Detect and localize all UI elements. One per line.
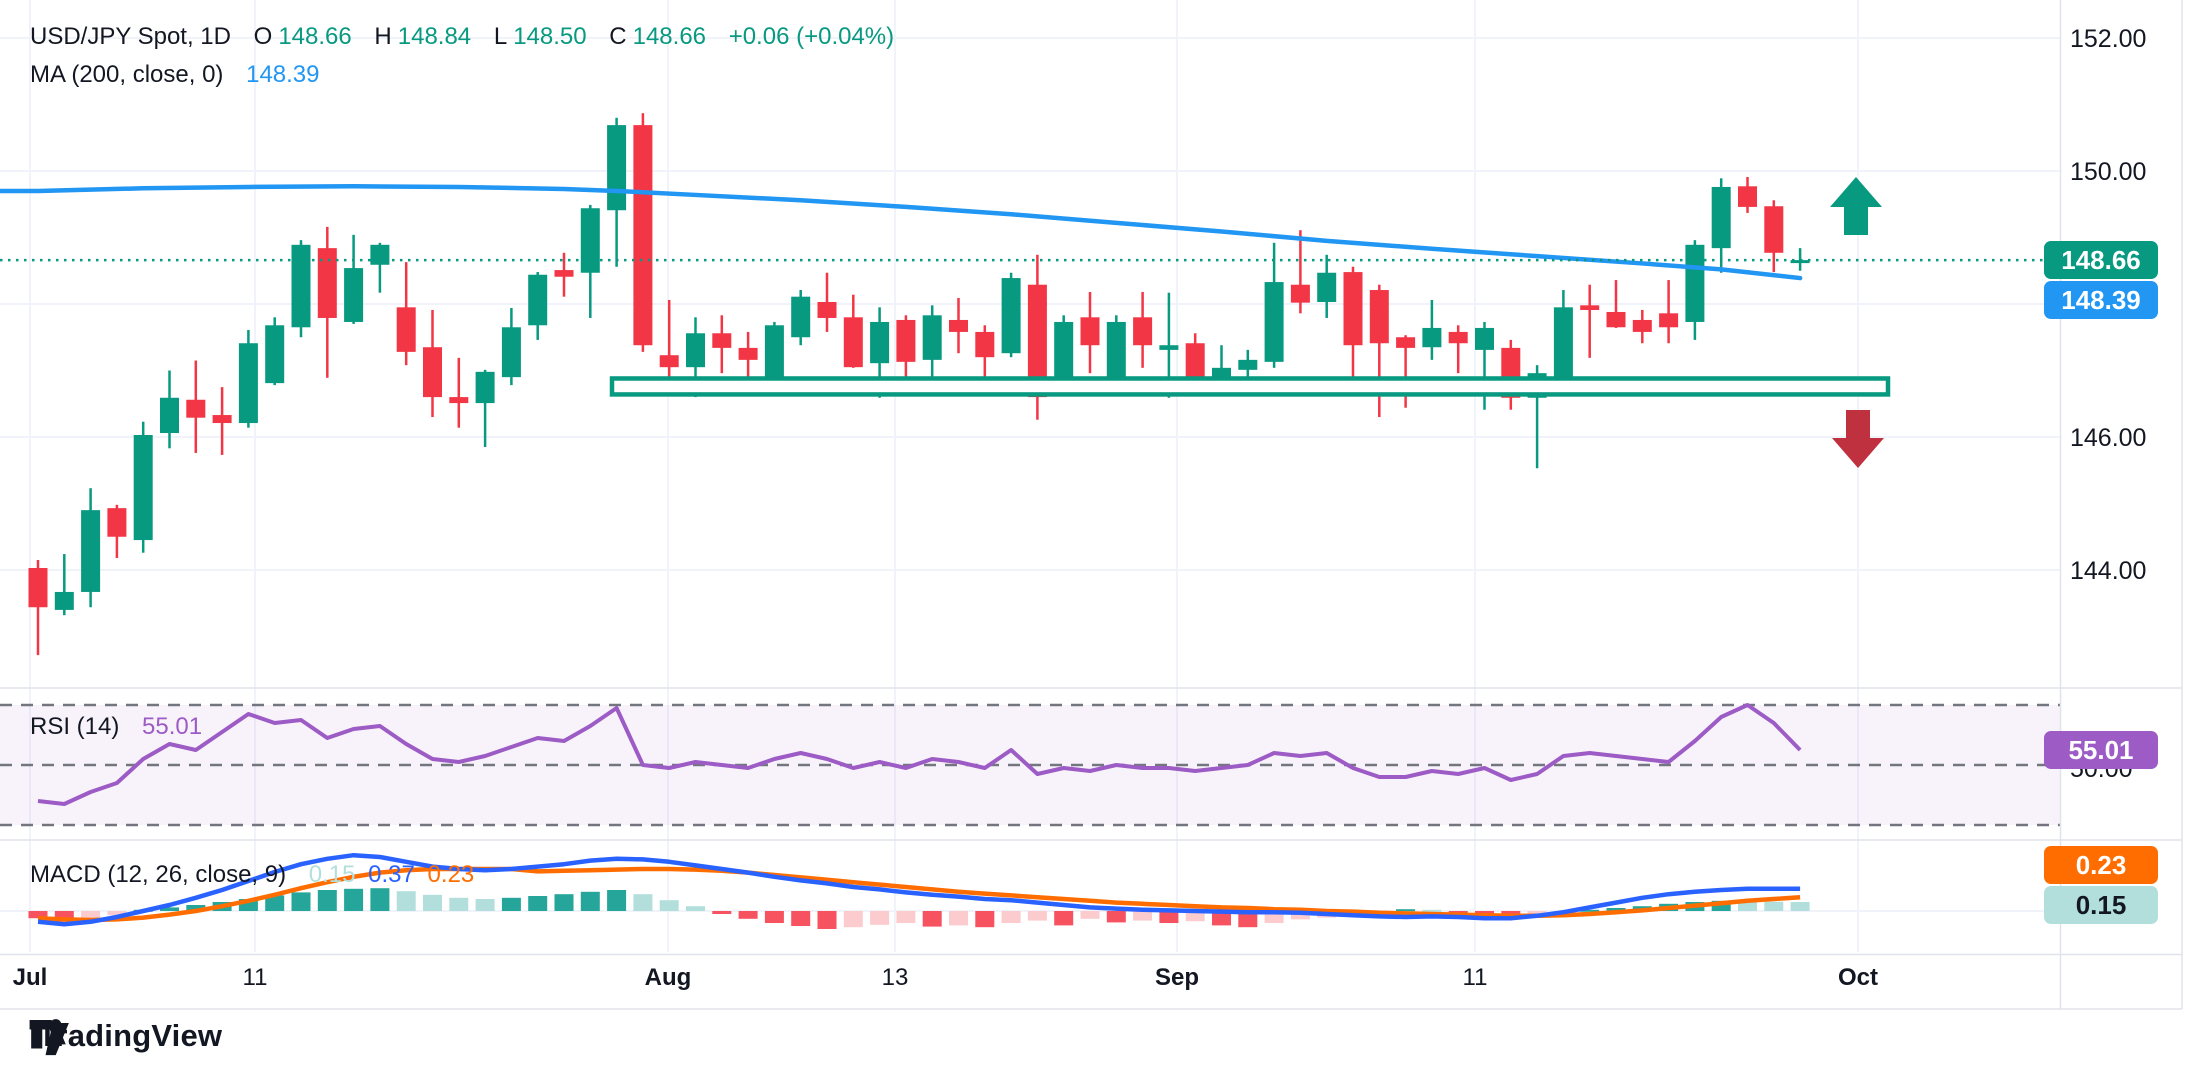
macd-signal-value: 0.23 [427,861,475,888]
rsi-value: 55.01 [142,713,203,740]
svg-text:148.39: 148.39 [2061,285,2141,315]
macd-legend[interactable]: MACD (12, 26, close, 9) 0.15 0.37 0.23 [30,860,480,890]
tradingview-logo[interactable]: TradingView [28,1018,223,1056]
time-axis-label: 11 [1463,964,1488,991]
ohlc-low-label: L [493,23,508,50]
ma-value: 148.39 [246,61,320,88]
price-axis-label: 150.00 [2070,158,2146,186]
ohlc-high-label: H [374,23,392,50]
price-axis-label: 152.00 [2070,25,2146,53]
candlesticks [28,113,1810,656]
time-axis[interactable]: Jul 11 Aug 13 Sep 11 Oct [0,955,2182,1008]
macd-signal-line [37,866,1801,923]
rsi-badge: 55.01 [2044,731,2158,769]
ohlc-close-label: C [609,23,627,50]
ma-label: MA (200, close, 0) [30,61,224,88]
ohlc-close-value: 148.66 [632,23,707,50]
tradingview-logo-icon [29,1019,69,1056]
ohlc-high-value: 148.84 [397,23,472,50]
svg-text:0.23: 0.23 [2076,850,2127,880]
time-axis-label: Sep [1155,964,1199,991]
rsi-legend[interactable]: RSI (14) 55.01 [30,712,208,742]
arrow-up-drawing[interactable] [1830,177,1882,235]
svg-text:55.01: 55.01 [2068,735,2133,765]
price-pane [0,113,2060,656]
price-axis-label: 144.00 [2070,557,2146,585]
rsi-label: RSI (14) [30,713,120,740]
symbol-legend[interactable]: USD/JPY Spot, 1D O 148.66 H 148.84 L 148.50… [30,22,900,52]
ohlc-low-value: 148.50 [513,23,587,50]
ohlc-open-value: 148.66 [278,23,352,50]
ma200-line [0,184,1803,281]
arrow-down-drawing[interactable] [1832,410,1884,468]
ma-legend[interactable]: MA (200, close, 0) 148.39 [30,60,326,90]
svg-text:148.66: 148.66 [2061,245,2141,275]
macd-label: MACD (12, 26, close, 9) [30,861,287,888]
rsi-line [37,703,1802,806]
macd-pane [28,852,1810,929]
pane-separators [0,0,2183,1010]
time-axis-label: 13 [882,964,909,991]
ohlc-open-label: O [253,23,273,50]
price-axis-label: 146.00 [2070,424,2146,452]
macd-badge: 0.23 [2044,846,2158,884]
change-value: +0.06 (+0.04%) [728,23,895,50]
tradingview-logo-text: TradingView [38,1018,223,1053]
macd-line [37,852,1801,927]
time-axis-label: Aug [645,964,692,991]
rsi-pane [0,703,2060,827]
macd-badge: 0.15 [2044,886,2158,924]
macd-hist-value: 0.15 [308,861,356,888]
time-axis-label: Jul [13,964,48,991]
price-badge: 148.39 [2044,281,2158,319]
price-badge: 148.66 [2044,241,2158,279]
svg-text:0.15: 0.15 [2076,890,2127,920]
time-axis-label: 11 [243,964,268,991]
support-zone-drawing[interactable] [609,376,1891,397]
symbol-title: USD/JPY Spot, 1D [30,23,231,50]
macd-line-value: 0.37 [368,861,415,888]
time-axis-label: Oct [1838,964,1878,991]
